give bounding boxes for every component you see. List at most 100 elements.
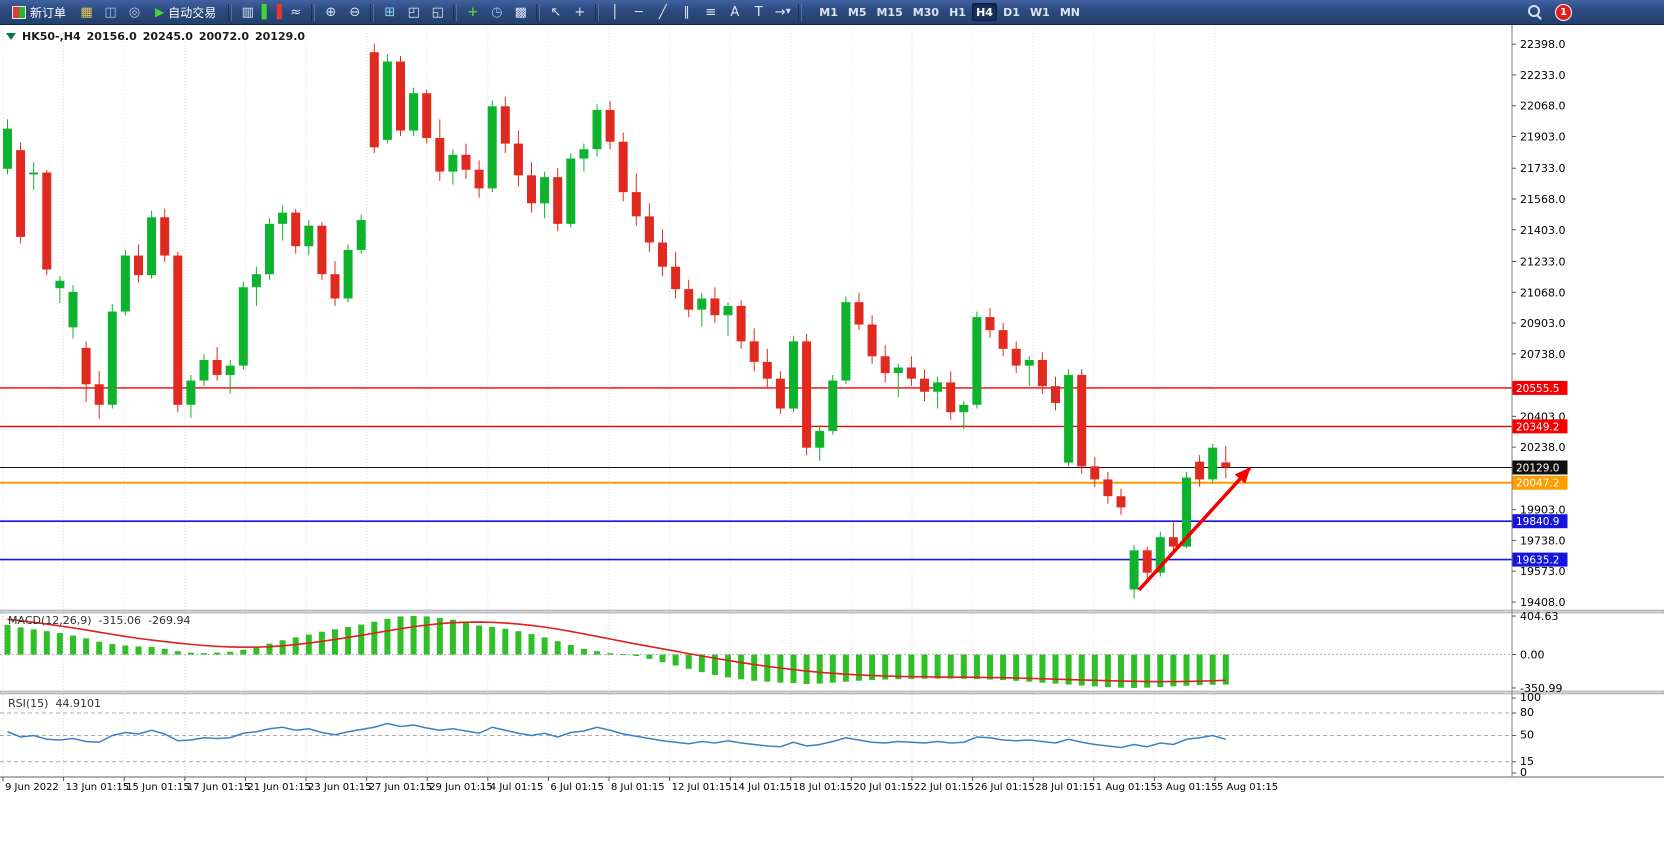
new-chart-icon: + (467, 4, 479, 20)
svg-text:18 Jul 01:15: 18 Jul 01:15 (793, 782, 853, 793)
new-order-button[interactable]: 新订单 (4, 2, 74, 22)
hline-layer (0, 387, 1512, 561)
line-chart-button[interactable]: ≈ (284, 2, 307, 22)
toolbar-separator (536, 3, 541, 21)
toolbar-separator (370, 3, 375, 21)
svg-text:20129.0: 20129.0 (1516, 462, 1559, 474)
svg-text:19573.0: 19573.0 (1520, 565, 1566, 578)
svg-text:8 Jul 01:15: 8 Jul 01:15 (611, 782, 665, 793)
market-watch-button[interactable]: ▦ (75, 2, 98, 22)
zoom-out-button[interactable]: ⊖ (343, 2, 366, 22)
arrange-vertical-button[interactable]: ◱ (426, 2, 449, 22)
timeframe-button-h1[interactable]: H1 (945, 3, 970, 21)
crosshair-icon: + (574, 4, 586, 20)
macd-indicator-name: MACD(12,26,9) (8, 614, 92, 627)
bar-chart-icon: ▥ (241, 4, 254, 20)
svg-text:17 Jun 01:15: 17 Jun 01:15 (187, 782, 251, 793)
open-value: 20156.0 (86, 30, 137, 43)
timeframe-button-h4[interactable]: H4 (972, 3, 998, 21)
period-button[interactable]: ◷ (485, 2, 508, 22)
price-badge (1512, 552, 1568, 567)
price-badge (1512, 460, 1568, 475)
horizontal-line-tool-button[interactable]: ─ (627, 2, 650, 22)
svg-text:15 Jun 01:15: 15 Jun 01:15 (126, 782, 190, 793)
svg-text:1 Aug 01:15: 1 Aug 01:15 (1096, 782, 1157, 793)
panel-separator[interactable] (0, 690, 1664, 695)
trend-arrow-annotation[interactable] (1137, 466, 1252, 592)
text-tool-button[interactable]: A (723, 2, 746, 22)
svg-text:23 Jun 01:15: 23 Jun 01:15 (308, 782, 372, 793)
svg-text:22068.0: 22068.0 (1520, 100, 1566, 113)
svg-text:20238.0: 20238.0 (1520, 441, 1566, 454)
svg-text:21903.0: 21903.0 (1520, 131, 1566, 144)
low-value: 20072.0 (198, 30, 249, 43)
zoom-in-button[interactable]: ⊕ (319, 2, 342, 22)
fibonacci-tool-button[interactable]: ≡ (699, 2, 722, 22)
cursor-icon: ↖ (550, 4, 562, 20)
svg-text:20 Jul 01:15: 20 Jul 01:15 (853, 782, 913, 793)
high-value: 20245.0 (142, 30, 193, 43)
toolbar-separator (311, 3, 316, 21)
svg-text:20047.2: 20047.2 (1516, 478, 1559, 490)
rsi-axis: 100 80 50 150 (1512, 691, 1541, 779)
toolbar-separator (595, 3, 600, 21)
grid-layer (2, 27, 1216, 776)
auto-trading-play-icon: ▶ (155, 5, 165, 19)
channel-tool-button[interactable]: ∥ (675, 2, 698, 22)
timeframe-button-m30[interactable]: M30 (909, 3, 943, 21)
svg-text:20903.0: 20903.0 (1520, 317, 1566, 330)
price-badge (1512, 514, 1568, 529)
macd-axis: 404.63 0.00 -350.99 (1512, 610, 1562, 695)
timeframe-button-m1[interactable]: M1 (815, 3, 842, 21)
navigator-button[interactable]: ◎ (123, 2, 146, 22)
svg-text:19738.0: 19738.0 (1520, 534, 1566, 547)
timeframe-bar: M1 M5 M15 M30 H1 H4 D1 W1 MN (814, 3, 1085, 21)
arrange-horizontal-button[interactable]: ◰ (402, 2, 425, 22)
macd-signal-value: -269.94 (148, 614, 191, 627)
tile-windows-button[interactable]: ⊞ (378, 2, 401, 22)
auto-trading-button[interactable]: ▶ 自动交易 (147, 2, 224, 22)
bar-chart-button[interactable]: ▥ (236, 2, 259, 22)
panel-separator[interactable] (0, 609, 1664, 614)
vertical-line-tool-button[interactable]: │ (603, 2, 626, 22)
svg-text:28 Jul 01:15: 28 Jul 01:15 (1035, 782, 1095, 793)
timeframe-button-d1[interactable]: D1 (999, 3, 1024, 21)
chart-template-button[interactable]: ▩ (509, 2, 532, 22)
timeframe-button-m5[interactable]: M5 (844, 3, 871, 21)
chart-ohlc-header: HK50-,H4 20156.0 20245.0 20072.0 20129.0 (6, 30, 305, 43)
timeframe-button-m15[interactable]: M15 (872, 3, 906, 21)
data-window-button[interactable]: ◫ (99, 2, 122, 22)
svg-text:404.63: 404.63 (1520, 610, 1559, 623)
search-icon[interactable] (1528, 5, 1543, 20)
crosshair-tool-button[interactable]: + (568, 2, 591, 22)
timeframe-button-mn[interactable]: MN (1056, 3, 1084, 21)
svg-text:20738.0: 20738.0 (1520, 348, 1566, 361)
macd-main-value: -315.06 (98, 614, 142, 627)
chart-template-icon: ▩ (514, 4, 527, 20)
toolbar-right-cluster: 1 (1528, 0, 1572, 25)
navigator-icon: ◎ (128, 4, 141, 20)
price-badge (1512, 380, 1568, 395)
svg-text:5 Aug 01:15: 5 Aug 01:15 (1217, 782, 1278, 793)
price-badge (1512, 419, 1568, 434)
period-clock-icon: ◷ (491, 4, 503, 20)
rsi-value: 44.9101 (55, 697, 101, 710)
svg-text:13 Jun 01:15: 13 Jun 01:15 (66, 782, 130, 793)
label-tool-button[interactable]: T (747, 2, 770, 22)
toolbar-separator (228, 3, 233, 21)
vertical-line-icon: │ (610, 4, 619, 20)
timeframe-button-w1[interactable]: W1 (1026, 3, 1054, 21)
notification-badge[interactable]: 1 (1555, 4, 1572, 21)
trendline-tool-button[interactable]: ╱ (651, 2, 674, 22)
svg-text:6 Jul 01:15: 6 Jul 01:15 (550, 782, 604, 793)
cursor-tool-button[interactable]: ↖ (544, 2, 567, 22)
shapes-tool-button[interactable]: → ▾ (771, 2, 794, 22)
chart-background (0, 25, 1664, 845)
svg-text:4 Jul 01:15: 4 Jul 01:15 (490, 782, 544, 793)
candlestick-chart-button[interactable]: ▌ ▐ (260, 2, 283, 22)
chevron-down-icon: ▾ (785, 6, 791, 17)
new-chart-button[interactable]: + (461, 2, 484, 22)
svg-text:21733.0: 21733.0 (1520, 162, 1566, 175)
